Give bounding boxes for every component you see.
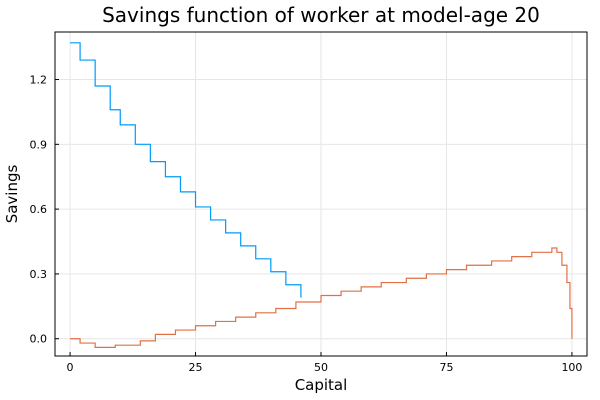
- x-tick-label: 25: [189, 361, 203, 374]
- x-axis-label: Capital: [295, 376, 348, 394]
- series-layer: [70, 42, 573, 348]
- series-1-line: [70, 42, 302, 298]
- y-axis-label: Savings: [3, 165, 21, 224]
- y-tick-label: 0.9: [30, 138, 48, 151]
- y-tick-label: 0.0: [30, 333, 48, 346]
- tick-layer: 0 25 50 75 100 0.0 0.3 0.6 0.9 1.2: [30, 74, 583, 374]
- y-tick-label: 1.2: [30, 74, 48, 87]
- x-tick-label: 50: [314, 361, 328, 374]
- x-tick-label: 75: [439, 361, 453, 374]
- grid-layer: [55, 32, 587, 356]
- y-tick-label: 0.3: [30, 268, 48, 281]
- chart-title: Savings function of worker at model-age …: [102, 3, 540, 27]
- series-2-line: [70, 247, 573, 348]
- x-tick-label: 100: [561, 361, 582, 374]
- x-tick-label: 0: [67, 361, 74, 374]
- y-tick-label: 0.6: [30, 203, 48, 216]
